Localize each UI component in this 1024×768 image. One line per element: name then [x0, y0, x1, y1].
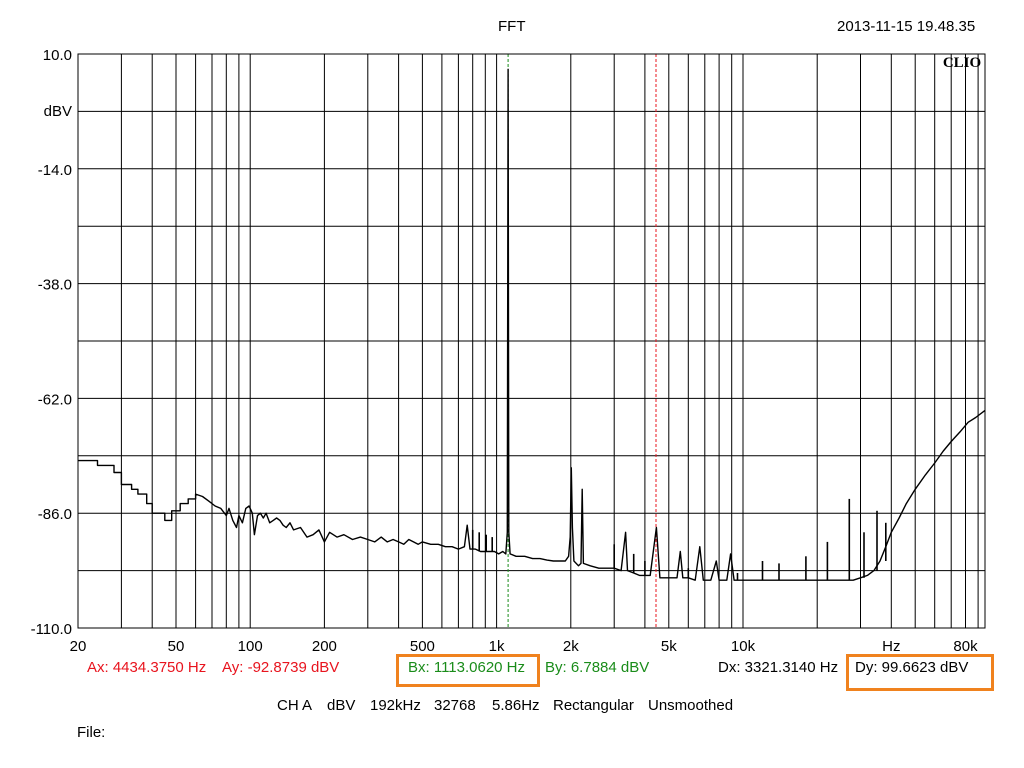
- y-tick-label: -62.0: [38, 391, 72, 408]
- settings-sample-rate: 192kHz: [370, 697, 421, 714]
- settings-fft-size: 32768: [434, 697, 476, 714]
- y-axis-unit-label: dBV: [44, 103, 72, 120]
- x-tick-label: 80k: [953, 638, 978, 655]
- y-tick-label: -110.0: [31, 621, 72, 638]
- x-tick-label: 200: [312, 638, 337, 655]
- y-tick-label: -86.0: [38, 506, 72, 523]
- x-tick-label: 50: [168, 638, 185, 655]
- clio-logo: CLIO: [943, 55, 981, 71]
- x-tick-label: 2k: [563, 638, 579, 655]
- x-tick-label: 5k: [661, 638, 677, 655]
- timestamp: 2013-11-15 19.48.35: [837, 18, 976, 35]
- settings-unit: dBV: [327, 697, 356, 714]
- x-tick-label: Hz: [882, 638, 900, 655]
- chart-grid: [78, 54, 985, 628]
- settings-window: Rectangular: [553, 697, 634, 714]
- delta-x-readout: Dx: 3321.3140 Hz: [718, 659, 839, 676]
- dy-highlight-box: [846, 654, 994, 691]
- file-label: File:: [77, 724, 106, 741]
- x-tick-label: 20: [70, 638, 87, 655]
- x-tick-label: 500: [410, 638, 435, 655]
- cursor-b-x-readout: Bx: 1113.0620 Hz: [408, 659, 526, 676]
- y-tick-label: 10.0: [43, 47, 72, 64]
- x-tick-labels: 20 50 100 200 500 1k 2k 5k 10k Hz 80k: [70, 638, 978, 655]
- settings-channel: CH A: [277, 697, 313, 714]
- cursor-b-y-readout: By: 6.7884 dBV: [545, 659, 650, 676]
- x-tick-label: 100: [238, 638, 263, 655]
- y-tick-label: -38.0: [38, 277, 72, 294]
- x-tick-label: 10k: [731, 638, 756, 655]
- cursor-a-x-readout: Ax: 4434.3750 Hz: [87, 659, 207, 676]
- chart-series: [78, 68, 986, 581]
- bx-highlight-box: [396, 654, 540, 687]
- x-tick-label: 1k: [489, 638, 505, 655]
- plot-frame: [77, 53, 986, 629]
- y-tick-labels: 10.0 -14.0 -38.0 -62.0 -86.0 -110.0: [31, 47, 72, 638]
- cursor-a-y-readout: Ay: -92.8739 dBV: [222, 659, 340, 676]
- chart-title: FFT: [498, 18, 526, 35]
- delta-y-readout: Dy: 99.6623 dBV: [855, 659, 969, 676]
- settings-smoothing: Unsmoothed: [648, 697, 734, 714]
- settings-resolution: 5.86Hz: [492, 697, 540, 714]
- y-tick-label: -14.0: [38, 162, 72, 179]
